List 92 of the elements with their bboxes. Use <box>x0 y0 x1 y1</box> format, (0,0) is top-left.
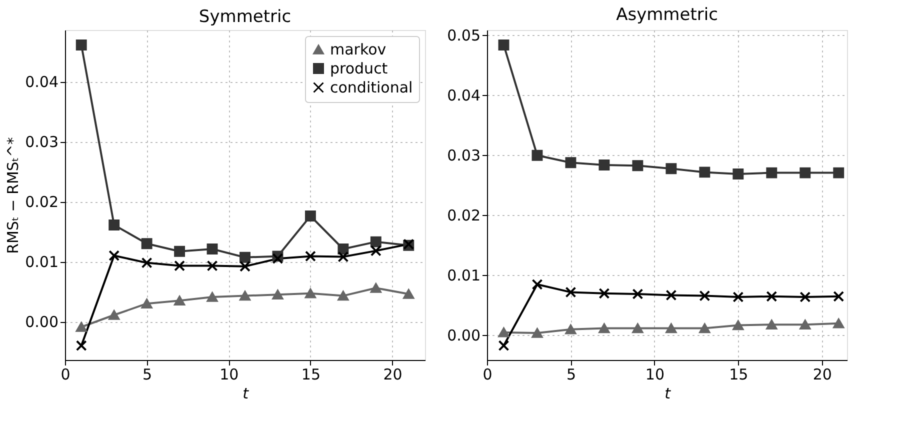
point <box>565 324 576 334</box>
point <box>532 328 543 338</box>
y-tick-label: 0.04 <box>447 86 480 104</box>
y-axis-title: RMSₜ − RMSₜ^* <box>4 136 22 254</box>
y-tick-label: 0.03 <box>447 146 480 164</box>
point <box>699 290 710 302</box>
y-tick-label: 0.02 <box>25 193 58 212</box>
point <box>598 160 610 170</box>
x-tick-label: 20 <box>383 366 402 384</box>
point <box>76 40 87 50</box>
point <box>498 328 510 338</box>
point <box>833 318 844 328</box>
x-tick-label: 20 <box>812 366 832 384</box>
point <box>403 289 414 299</box>
point <box>141 238 152 250</box>
point <box>699 166 710 178</box>
point <box>532 150 543 161</box>
y-tick-label: 0.00 <box>25 313 58 332</box>
point <box>532 278 543 290</box>
x-tick-label: 15 <box>301 366 320 384</box>
point <box>338 290 349 301</box>
point <box>174 296 186 306</box>
point <box>206 260 218 272</box>
x-tick-label: 15 <box>729 366 748 384</box>
point <box>304 250 316 262</box>
point <box>338 244 349 254</box>
point <box>833 290 844 302</box>
point <box>240 260 250 272</box>
point <box>338 251 349 262</box>
point <box>800 320 811 330</box>
point <box>76 322 87 332</box>
point <box>666 323 677 334</box>
point <box>766 290 778 302</box>
point <box>304 210 316 222</box>
point <box>766 167 778 178</box>
x-axis-title: t <box>664 384 672 402</box>
point <box>632 288 644 300</box>
x-tick-label: 10 <box>645 366 664 384</box>
point <box>565 286 576 298</box>
y-tick-label: 0.01 <box>447 266 480 284</box>
y-tick-label: 0.01 <box>25 253 58 272</box>
y-tick-label: 0.04 <box>25 73 58 92</box>
point <box>174 260 186 272</box>
point <box>598 288 610 299</box>
point <box>666 290 677 301</box>
y-tick-label: 0.03 <box>25 133 58 152</box>
chart-title: Symmetric <box>198 7 292 27</box>
point <box>108 220 120 230</box>
point <box>141 257 152 268</box>
point <box>141 298 152 308</box>
x-tick-label: 10 <box>220 366 239 384</box>
x-tick-label: 0 <box>482 366 492 384</box>
y-tick-label: 0.00 <box>447 326 480 344</box>
point <box>766 320 778 330</box>
point <box>304 288 316 298</box>
chart-title: Asymmetric <box>616 4 718 25</box>
point <box>272 253 284 264</box>
point <box>206 244 218 254</box>
point <box>732 292 744 302</box>
legend-label: markov <box>330 40 386 58</box>
point <box>732 168 744 180</box>
point <box>76 340 87 352</box>
legend-label: conditional <box>330 78 413 96</box>
point <box>632 160 644 172</box>
y-tick-label: 0.02 <box>447 206 480 224</box>
legend-label: product <box>330 60 388 78</box>
point <box>732 320 744 330</box>
point <box>240 252 250 263</box>
point <box>498 40 510 50</box>
point <box>206 292 218 302</box>
point <box>498 340 510 352</box>
point <box>370 283 382 293</box>
point <box>565 157 576 168</box>
x-tick-label: 5 <box>566 366 576 384</box>
point <box>800 167 811 178</box>
point <box>800 292 811 302</box>
point <box>370 245 382 256</box>
x-tick-label: 0 <box>60 366 70 384</box>
point <box>833 167 844 178</box>
point <box>272 290 284 300</box>
point <box>666 163 677 174</box>
x-tick-label: 5 <box>142 366 152 384</box>
point <box>699 323 710 334</box>
x-axis-title: t <box>242 384 250 402</box>
point <box>174 246 186 257</box>
point <box>632 323 644 334</box>
point <box>108 250 120 262</box>
point <box>370 236 382 248</box>
point <box>240 290 250 301</box>
point <box>108 310 120 320</box>
point <box>598 323 610 334</box>
y-tick-label: 0.05 <box>447 26 480 44</box>
